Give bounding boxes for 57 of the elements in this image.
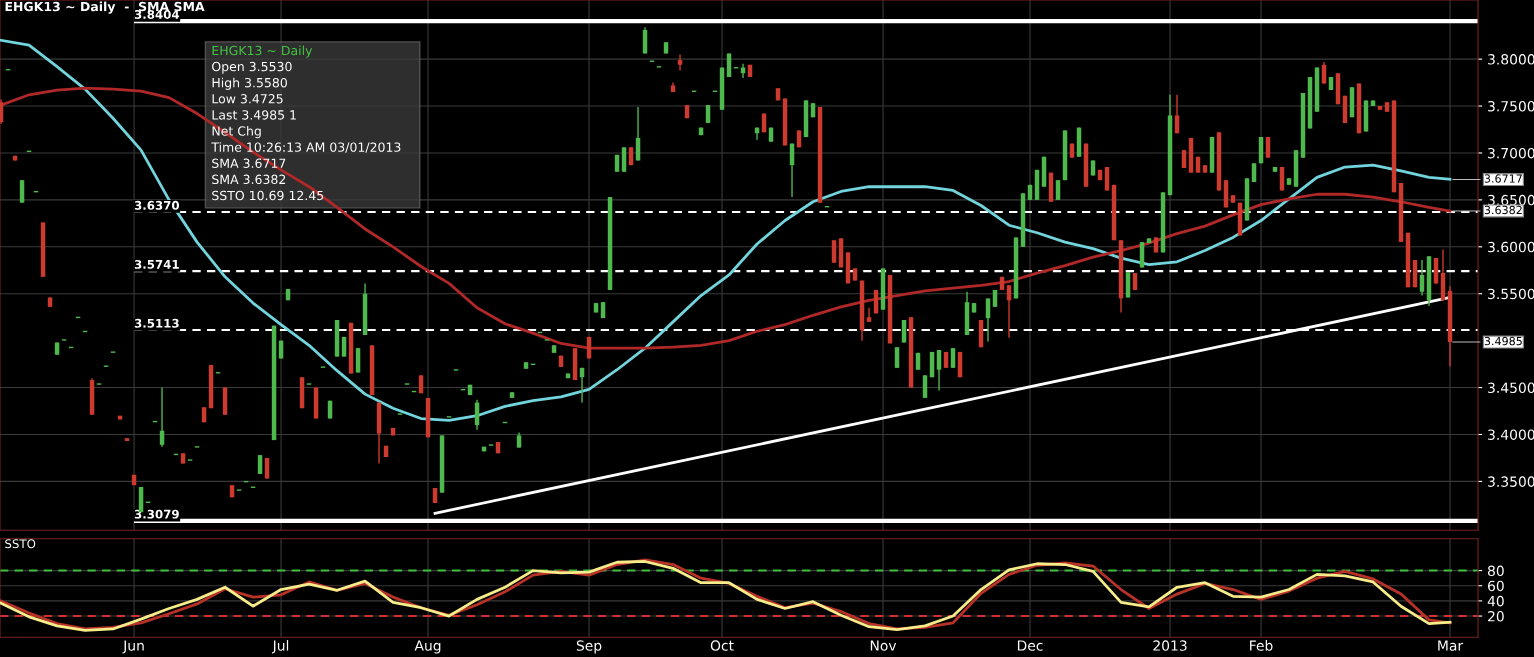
annotation: Open 3.5530 — [212, 61, 292, 74]
annotation: 3.6717 — [1484, 174, 1522, 183]
candlestick — [894, 346, 900, 369]
annotation: 3.4985 — [1484, 336, 1522, 346]
candlestick — [677, 53, 683, 72]
candlestick — [866, 307, 872, 323]
candlestick — [0, 98, 4, 125]
x-tick-label: Feb — [1250, 640, 1273, 651]
x-tick-label: Sep — [576, 640, 602, 654]
candlestick — [950, 347, 956, 369]
candlestick — [1174, 94, 1180, 134]
candlestick — [257, 454, 263, 475]
annotation: 3.6382 — [1484, 205, 1522, 215]
y-tick-label: 3.7500 — [1488, 101, 1534, 112]
x-tick-label: Aug — [414, 640, 441, 654]
y-tick-label: 3.3500 — [1488, 476, 1534, 487]
y-tick-label: 20 — [1488, 611, 1504, 622]
candlestick — [936, 349, 942, 392]
y-tick-label: 80 — [1487, 565, 1504, 577]
x-tick-label: 2013 — [1153, 640, 1187, 651]
y-tick-label: 3.7000 — [1488, 147, 1534, 159]
candlestick — [831, 239, 837, 264]
y-tick-label: 40 — [1487, 595, 1504, 607]
x-tick-label: Oct — [710, 640, 734, 651]
annotation: Time 10:26:13 AM 03/01/2013 — [211, 142, 401, 153]
y-tick-label: 3.4000 — [1488, 429, 1534, 440]
annotation: EHGK13 ~ Daily — [212, 45, 313, 58]
candlestick — [1006, 284, 1012, 339]
ref-line-label: 3.5741 — [134, 259, 179, 269]
candlestick — [985, 297, 991, 343]
ref-line-label: 3.3079 — [134, 509, 179, 519]
y-tick-label: 3.5500 — [1488, 288, 1534, 300]
annotation: SSTO 10.69 12.45 — [212, 190, 324, 201]
candlestick — [726, 52, 732, 78]
y-tick-label: 3.6500 — [1488, 194, 1534, 206]
y-tick-label: 3.6000 — [1488, 241, 1534, 253]
annotation: SMA 3.6382 — [212, 174, 286, 185]
chart-title: SSTO — [5, 539, 36, 549]
x-tick-label: Dec — [1017, 640, 1043, 651]
y-tick-label: 60 — [1488, 580, 1504, 592]
annotation: Low 3.4725 — [212, 94, 283, 104]
x-tick-label: Mar — [1438, 640, 1464, 651]
annotation: High 3.5580 — [212, 77, 287, 90]
x-tick-label: Jul — [271, 640, 289, 654]
annotation: Last 3.4985 1 — [212, 110, 296, 120]
candlestick — [1055, 179, 1061, 201]
candlestick — [1321, 61, 1327, 85]
candlestick — [1265, 136, 1271, 159]
candlestick — [19, 179, 25, 204]
y-tick-label: 3.4500 — [1488, 382, 1534, 394]
x-tick-label: Jun — [122, 640, 144, 654]
x-tick-label: Nov — [870, 640, 897, 651]
y-tick-label: 3.8000 — [1488, 54, 1534, 65]
candlestick — [922, 374, 928, 399]
candlestick — [901, 319, 907, 344]
ref-line-label: 3.5113 — [134, 318, 179, 328]
ref-line-label: 3.6370 — [134, 200, 180, 210]
